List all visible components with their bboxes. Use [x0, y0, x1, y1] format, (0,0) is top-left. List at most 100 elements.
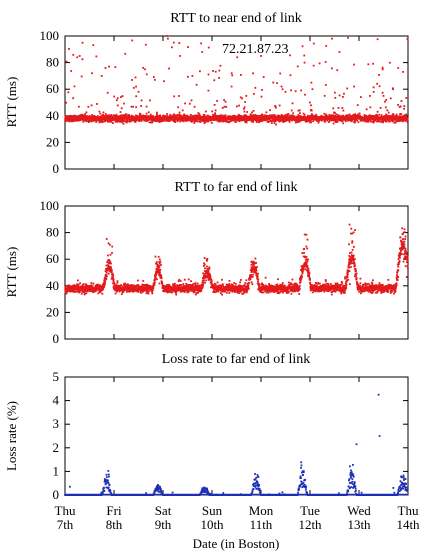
data-point: [109, 262, 111, 265]
data-point: [389, 97, 392, 100]
data-point: [363, 114, 366, 117]
data-point: [400, 100, 403, 102]
data-point: [366, 120, 369, 123]
data-point: [381, 66, 384, 69]
data-point: [191, 75, 194, 77]
data-point: [243, 106, 246, 109]
data-point: [330, 67, 333, 70]
data-point: [98, 291, 101, 294]
data-point: [98, 121, 101, 124]
data-point: [268, 283, 271, 285]
data-point: [281, 285, 284, 288]
data-point: [102, 120, 105, 123]
data-point: [260, 286, 263, 288]
data-point: [262, 76, 265, 78]
data-point: [145, 285, 147, 287]
data-point: [398, 106, 401, 108]
data-point: [349, 116, 352, 118]
data-point: [178, 113, 181, 116]
data-point: [333, 111, 336, 114]
data-point: [115, 119, 118, 122]
data-point: [342, 115, 345, 118]
data-point: [247, 282, 250, 285]
data-point: [132, 284, 135, 287]
data-point: [271, 286, 274, 289]
data-point: [270, 114, 273, 117]
data-point: [224, 114, 227, 117]
data-point: [102, 113, 104, 116]
data-point: [265, 291, 268, 294]
data-point: [272, 119, 275, 122]
data-point: [189, 286, 192, 289]
data-point: [174, 287, 176, 290]
data-point: [115, 99, 118, 102]
data-point: [103, 279, 106, 282]
data-point: [238, 290, 241, 293]
data-point: [179, 55, 182, 57]
data-point: [250, 120, 253, 123]
data-point: [233, 281, 236, 284]
data-point: [382, 121, 385, 124]
data-point: [69, 290, 72, 293]
data-point: [225, 285, 228, 288]
data-point: [233, 119, 235, 122]
data-point: [310, 81, 313, 84]
data-point: [342, 122, 345, 125]
data-point: [347, 36, 349, 39]
data-point: [176, 115, 178, 118]
data-point: [88, 119, 91, 122]
data-point: [152, 287, 155, 289]
data-point: [139, 290, 142, 293]
data-point: [198, 287, 201, 290]
data-point: [182, 285, 185, 287]
data-point: [113, 284, 116, 287]
data-point: [404, 118, 406, 120]
data-point: [218, 287, 221, 289]
data-point: [127, 115, 130, 118]
data-point: [266, 115, 269, 118]
data-point: [151, 121, 154, 124]
data-point: [183, 290, 186, 293]
data-point: [382, 94, 385, 97]
data-point: [105, 275, 108, 278]
data-point: [378, 120, 381, 122]
data-point: [136, 114, 139, 117]
data-point: [234, 289, 237, 292]
data-point: [330, 119, 333, 122]
data-point: [120, 116, 123, 118]
data-point: [223, 120, 226, 122]
data-point: [262, 283, 265, 286]
data-point: [310, 113, 313, 116]
data-point: [187, 291, 190, 293]
data-point: [214, 109, 217, 112]
panel-2-x-ticks: [64, 206, 409, 339]
data-point: [151, 289, 154, 291]
data-point: [284, 288, 287, 290]
data-point: [115, 284, 118, 287]
data-point: [264, 114, 267, 117]
data-point: [207, 268, 210, 271]
data-point: [396, 115, 399, 118]
data-point: [113, 282, 116, 285]
y-tick-label: 20: [46, 304, 59, 319]
data-point: [403, 107, 405, 110]
data-point: [372, 120, 375, 123]
data-point: [161, 119, 164, 122]
data-point: [166, 35, 169, 37]
data-point: [203, 122, 206, 125]
data-point: [392, 88, 394, 91]
data-point: [333, 114, 336, 117]
data-point: [285, 113, 288, 116]
data-point: [290, 109, 293, 112]
data-point: [235, 285, 238, 288]
data-point: [202, 281, 205, 284]
data-point: [395, 113, 398, 116]
data-point: [181, 286, 184, 289]
data-point: [202, 272, 205, 275]
data-point: [86, 115, 88, 118]
data-point: [147, 119, 150, 121]
data-point: [207, 271, 210, 274]
data-point: [136, 116, 139, 118]
data-point: [141, 291, 144, 293]
